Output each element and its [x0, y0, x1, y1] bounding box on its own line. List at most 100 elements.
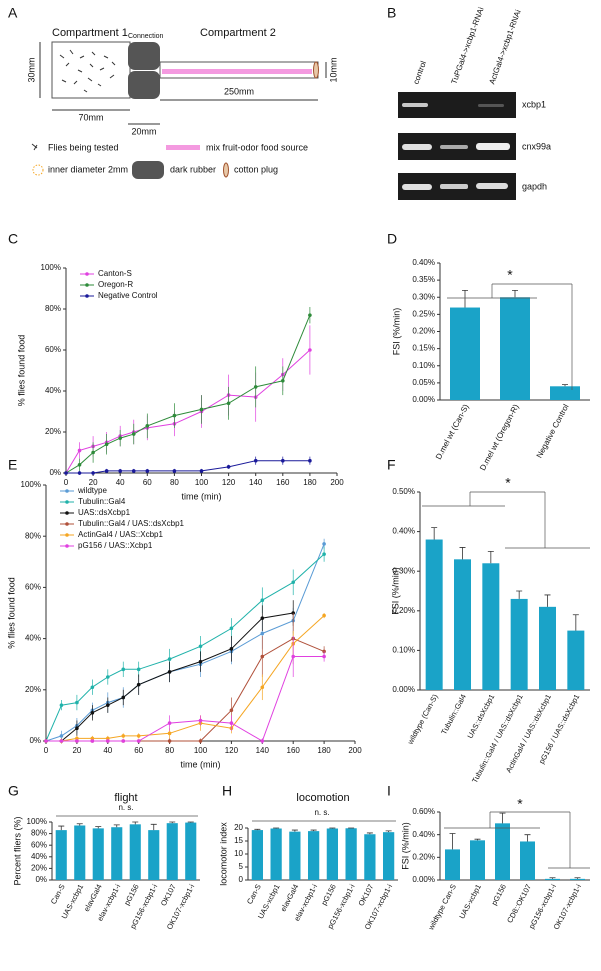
bar [345, 828, 357, 880]
y-tick-label: 0.20% [392, 606, 415, 615]
error-bar [95, 826, 102, 829]
x-tick-label: Can-S [49, 883, 67, 906]
legend-label: mix fruit-odor food source [206, 142, 308, 152]
error-bar [449, 833, 456, 850]
legend-marker [65, 489, 69, 493]
panel-b: B control TuPGal4->xcbp1-RNAi ActGal4->x… [387, 5, 551, 200]
panel-a: A Compartment 1 Connection Compartment 2… [8, 5, 338, 179]
marker [199, 407, 204, 412]
x-tick-label: wildtype (Can-S) [405, 692, 440, 746]
x-tick-label: Tubulin::Gal4 / UAS::dsXcbp1 [470, 693, 525, 785]
y-tick-label: 0.30% [392, 566, 415, 575]
y-tick-label: 0.10% [392, 646, 415, 655]
marker [75, 739, 79, 743]
y-tick-label: 0.05% [412, 378, 435, 387]
y-axis-label: FSI (%/min) [400, 822, 410, 870]
error-bar [310, 829, 317, 832]
gel-band [402, 184, 432, 190]
bar [539, 606, 556, 690]
marker [322, 542, 326, 546]
y-tick-label: 0.30% [412, 292, 435, 301]
bar [55, 830, 67, 880]
y-axis-label: Percent fliers (%) [12, 816, 22, 885]
y-axis-label: % flies found food [6, 577, 16, 649]
y-tick-label: 100% [41, 263, 61, 272]
food-source [162, 69, 312, 74]
marker [260, 685, 265, 690]
x-tick-label: 180 [303, 478, 317, 487]
error-bar [366, 832, 373, 835]
marker [308, 458, 312, 463]
x-tick-label: Tubulin::Gal4 [439, 693, 468, 736]
x-tick-label: pG156 [489, 883, 508, 907]
bar [148, 830, 160, 880]
y-tick-label: 100% [21, 480, 41, 489]
marker [118, 469, 122, 473]
bar [567, 630, 585, 690]
bar [166, 823, 178, 880]
y-tick-label: 0.10% [412, 361, 435, 370]
y-tick-label: 20% [25, 685, 41, 694]
marker [131, 432, 136, 436]
marker [75, 736, 79, 741]
marker [167, 657, 172, 661]
marker [91, 450, 95, 455]
x-tick-label: 180 [317, 746, 331, 755]
marker [77, 463, 82, 467]
panel-letter: I [387, 783, 391, 799]
annotation: * [517, 796, 523, 812]
legend-icon [166, 145, 200, 150]
marker [167, 731, 172, 736]
marker [136, 739, 141, 743]
x-tick-label: 100 [194, 746, 208, 755]
marker [121, 739, 126, 743]
y-tick-label: 0.40% [412, 258, 435, 267]
y-tick-label: 10 [234, 849, 243, 858]
marker [281, 378, 285, 383]
series-line [45, 553, 325, 742]
legend-label: inner diameter 2mm [48, 164, 128, 174]
panel-letter: D [387, 231, 397, 247]
marker [167, 739, 172, 743]
panel-letter: B [387, 5, 396, 21]
series-line [65, 349, 311, 474]
bar [251, 830, 263, 880]
y-tick-label: 0 [239, 875, 244, 884]
panel-letter: F [387, 457, 396, 473]
marker [229, 626, 234, 631]
lane-label: ActGal4->xcbp1-RNAi [487, 8, 522, 85]
annotation: * [505, 475, 511, 491]
marker [104, 469, 109, 473]
gel-band [402, 103, 428, 107]
legend-label: cotton plug [234, 164, 278, 174]
marker [121, 734, 126, 738]
error-bar [487, 551, 494, 564]
marker [308, 348, 312, 352]
legend-marker [65, 500, 69, 504]
y-axis-label: FSI (%/min) [391, 308, 401, 356]
bar [482, 563, 500, 690]
marker [90, 711, 95, 715]
dim-label: 30mm [26, 57, 36, 82]
marker [136, 734, 141, 738]
legend-label: pG156 / UAS::Xcbp1 [78, 541, 153, 550]
error-bar [291, 829, 298, 832]
marker [198, 659, 203, 664]
dim-label: 20mm [131, 126, 156, 136]
x-tick-label: 160 [287, 746, 301, 755]
marker [167, 670, 172, 674]
marker [90, 736, 95, 741]
y-tick-label: 80% [31, 829, 47, 838]
error-bar [385, 830, 392, 833]
dim-label: 250mm [224, 86, 254, 96]
marker [253, 458, 258, 463]
x-tick-label: OK107 [356, 883, 375, 908]
error-bar [524, 834, 531, 842]
marker [322, 654, 326, 659]
y-tick-label: 60% [31, 840, 47, 849]
legend-label: Canton-S [98, 269, 132, 278]
marker [77, 471, 82, 475]
bar [92, 828, 104, 880]
gene-label: cnx99a [522, 141, 551, 151]
annotation: n. s. [118, 803, 133, 812]
